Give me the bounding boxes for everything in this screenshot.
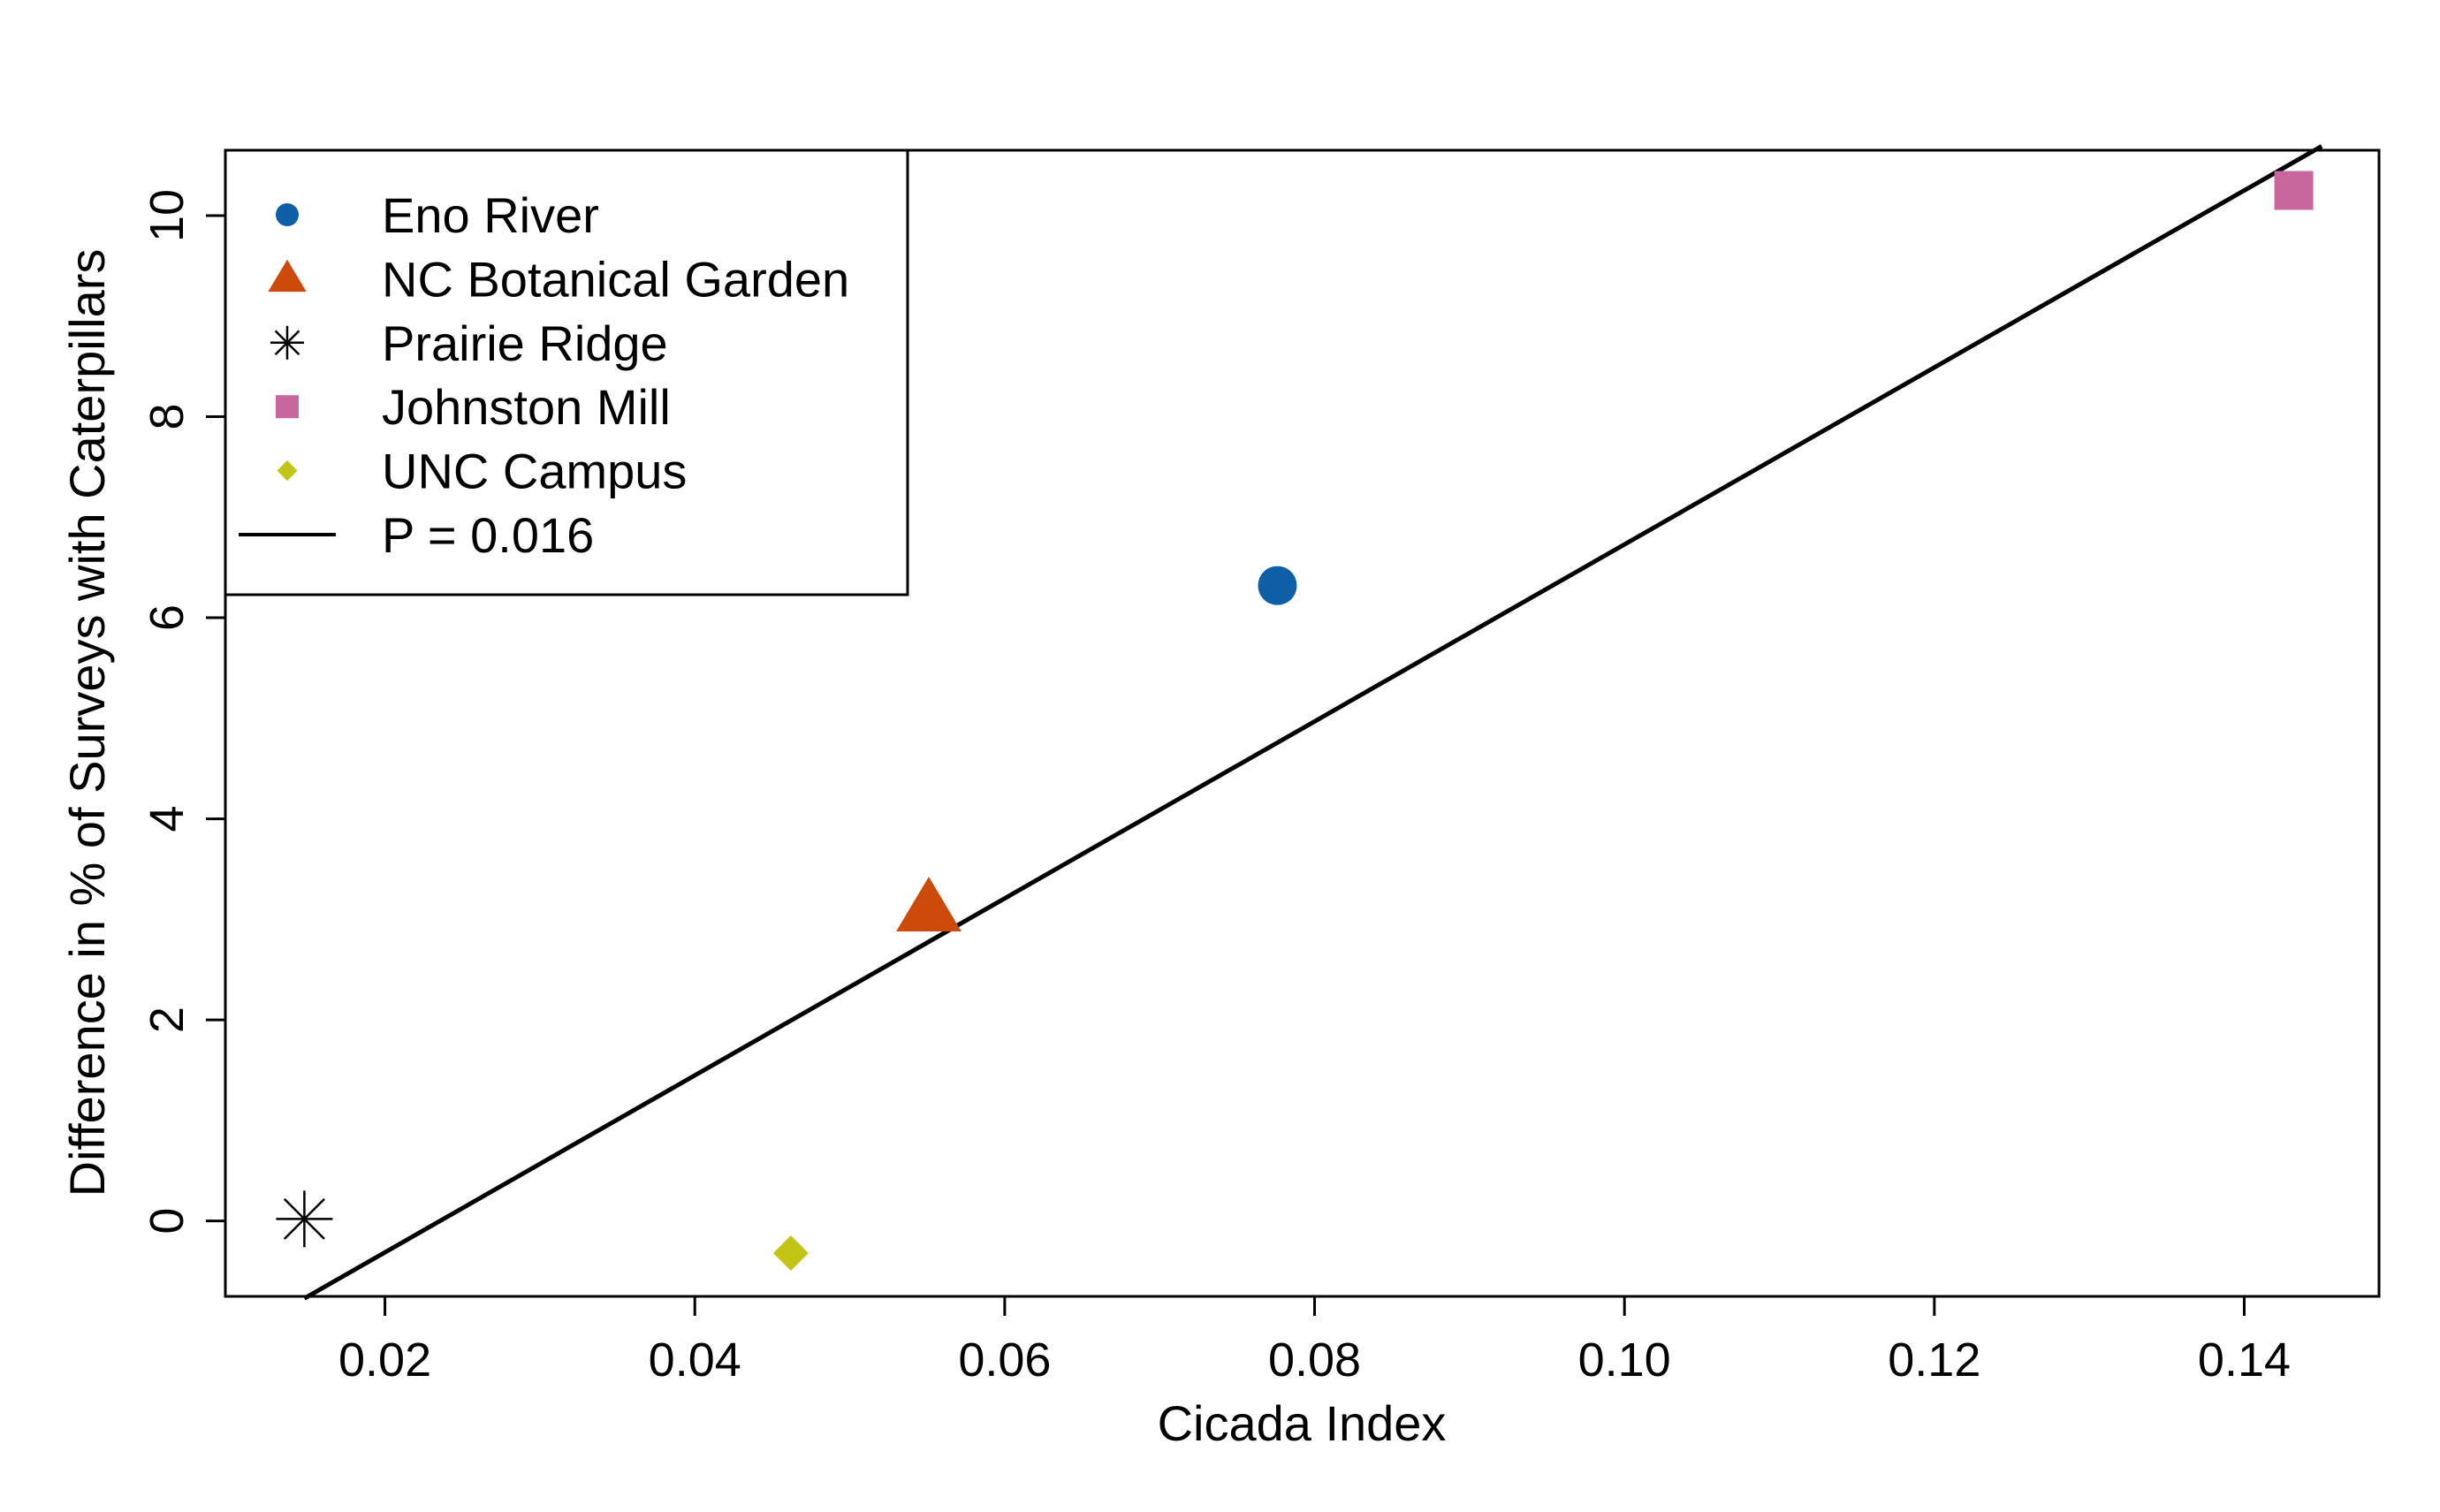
x-tick-label: 0.04 [649,1333,741,1387]
plot-area [276,144,2323,1301]
y-tick-label: 10 [141,189,194,242]
y-tick-label: 8 [141,403,194,429]
y-tick-label: 6 [141,604,194,631]
legend-label: Prairie Ridge [382,315,668,371]
x-tick-label: 0.02 [338,1333,431,1387]
data-point [276,1190,333,1248]
legend-box [224,148,909,596]
legend-label: Eno River [382,187,599,243]
data-point [772,1235,809,1272]
legend-swatch [277,460,298,482]
x-tick-label: 0.10 [1578,1333,1671,1387]
y-tick-label: 4 [141,806,194,832]
legend-label: UNC Campus [382,444,687,499]
legend-swatch [270,325,304,360]
data-point [896,877,962,931]
y-axis: 0 2 4 6 8 10 [141,189,227,1235]
legend-item: UNC Campus [277,444,687,499]
legend-label: NC Botanical Garden [382,251,849,307]
x-axis-title: Cicada Index [1158,1395,1447,1451]
legend-label: Johnston Mill [382,379,671,435]
x-axis: 0.02 0.04 0.06 0.08 0.10 0.12 0.14 [338,1295,2291,1387]
x-tick-label: 0.14 [2198,1333,2291,1387]
y-axis-title: Difference in % of Surveys with Caterpil… [59,249,115,1197]
legend-item: Johnston Mill [276,379,671,435]
legend-item: Eno River [276,187,599,243]
legend-swatch [268,259,307,293]
x-tick-label: 0.06 [958,1333,1051,1387]
legend-swatch [276,395,299,419]
fit-line [303,144,2323,1301]
x-tick-label: 0.12 [1888,1333,1980,1387]
y-tick-label: 0 [141,1208,194,1235]
legend-item: Prairie Ridge [270,315,668,371]
legend-item: NC Botanical Garden [268,251,849,307]
data-point [1258,566,1297,605]
y-tick-label: 2 [141,1007,194,1033]
legend: Eno River NC Botanical Garden Prairie Ridg… [224,148,909,596]
legend-label: P = 0.016 [382,507,594,563]
legend-item: P = 0.016 [239,507,594,563]
x-tick-label: 0.08 [1268,1333,1361,1387]
legend-swatch [276,203,299,226]
data-point [2274,171,2314,210]
